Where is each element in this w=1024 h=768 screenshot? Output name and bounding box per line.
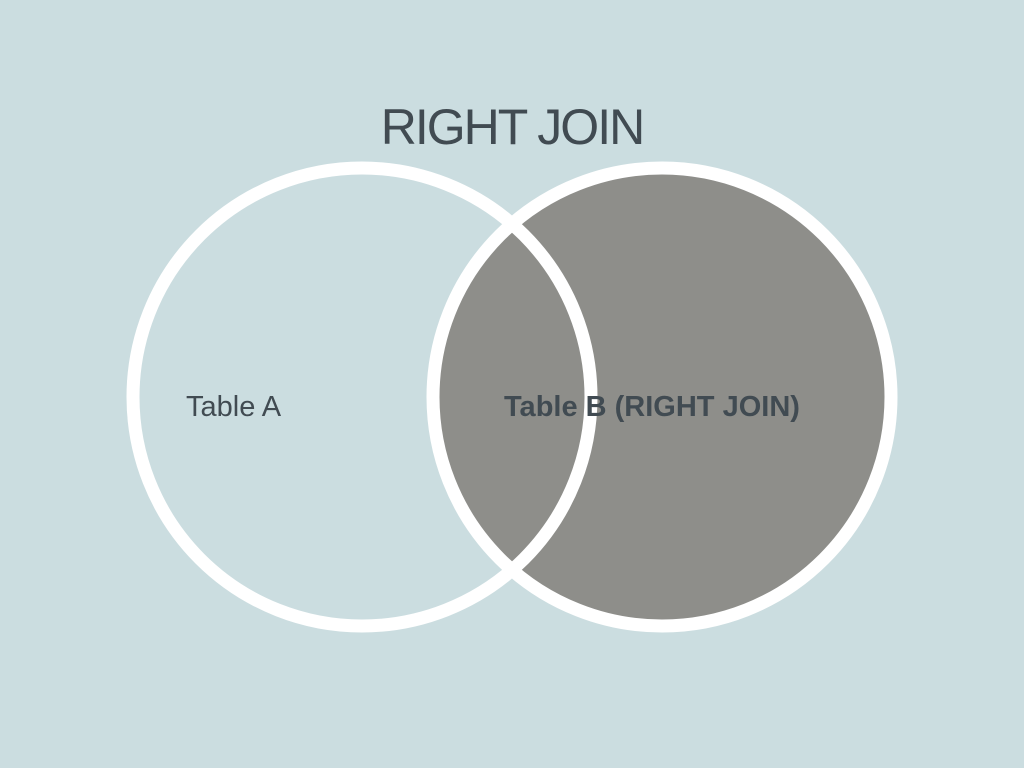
label-table-a: Table A — [186, 391, 282, 423]
label-table-b: Table B (RIGHT JOIN) — [504, 391, 800, 423]
circle-table-b — [426, 161, 898, 633]
circle-table-a — [126, 161, 598, 633]
circle-table-b-fill — [433, 168, 891, 626]
diagram-title: RIGHT JOIN — [380, 99, 645, 155]
